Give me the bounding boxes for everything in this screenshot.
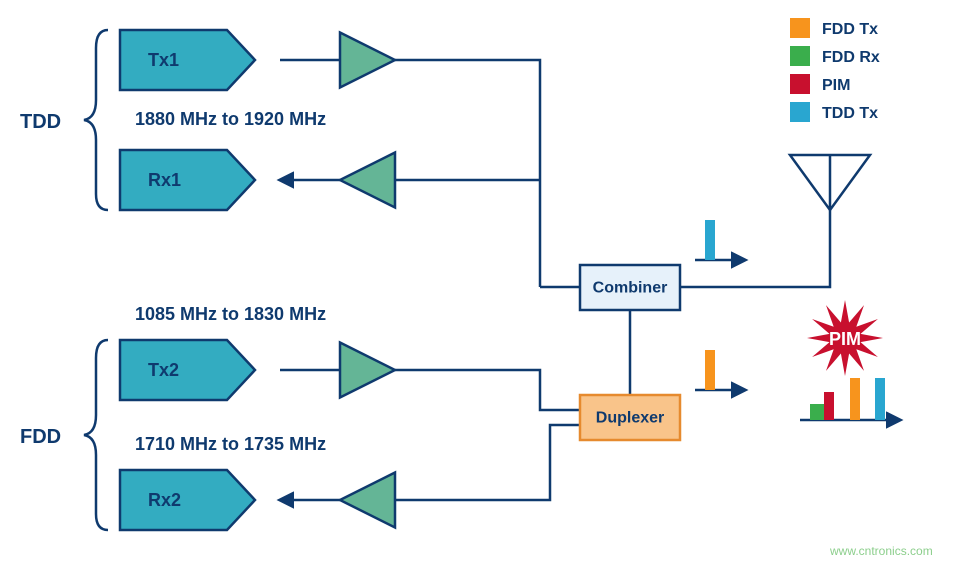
amp-tx2	[340, 343, 395, 398]
svg-text:PIM: PIM	[829, 329, 861, 349]
svg-text:Tx1: Tx1	[148, 50, 179, 70]
amp-tx1	[340, 33, 395, 88]
svg-text:Tx2: Tx2	[148, 360, 179, 380]
wire-amp-tx1-combiner	[395, 60, 540, 265]
legend-label: FDD Rx	[822, 49, 880, 66]
legend-swatch	[790, 18, 810, 38]
freq-fdd-rx: 1710 MHz to 1735 MHz	[135, 434, 326, 454]
freq-fdd-tx: 1085 MHz to 1830 MHz	[135, 304, 326, 324]
amp-rx1	[340, 153, 395, 208]
freq-tdd: 1880 MHz to 1920 MHz	[135, 109, 326, 129]
mini-chart-bottom	[800, 378, 900, 420]
label-tdd: TDD	[20, 111, 61, 133]
antenna-icon	[790, 155, 870, 210]
svg-text:Combiner: Combiner	[593, 280, 668, 297]
legend-label: PIM	[822, 77, 850, 94]
legend-label: FDD Tx	[822, 21, 878, 38]
svg-text:Rx2: Rx2	[148, 490, 181, 510]
pim-star: PIM	[807, 300, 883, 376]
wire-rx2-from-dup	[395, 425, 580, 500]
legend: FDD Tx FDD Rx PIM TDD Tx	[790, 18, 880, 122]
svg-text:Duplexer: Duplexer	[596, 410, 664, 427]
mini-chart-mid	[695, 350, 745, 390]
amp-rx2	[340, 473, 395, 528]
legend-swatch	[790, 102, 810, 122]
legend-swatch	[790, 74, 810, 94]
brace-fdd	[84, 340, 108, 530]
block-tx2: Tx2	[120, 340, 255, 400]
brace-tdd	[84, 30, 108, 210]
wire-comb-ant	[680, 210, 830, 287]
wire-amp-tx2-duplexer	[395, 370, 580, 410]
combiner-box: Combiner	[580, 265, 680, 310]
mini-chart-top	[695, 220, 745, 260]
block-tx1: Tx1	[120, 30, 255, 90]
block-rx1: Rx1	[120, 150, 255, 210]
legend-swatch	[790, 46, 810, 66]
watermark: www.cntronics.com	[829, 544, 933, 558]
label-fdd: FDD	[20, 426, 61, 448]
duplexer-box: Duplexer	[580, 395, 680, 440]
block-rx2: Rx2	[120, 470, 255, 530]
legend-label: TDD Tx	[822, 105, 878, 122]
svg-text:Rx1: Rx1	[148, 170, 181, 190]
